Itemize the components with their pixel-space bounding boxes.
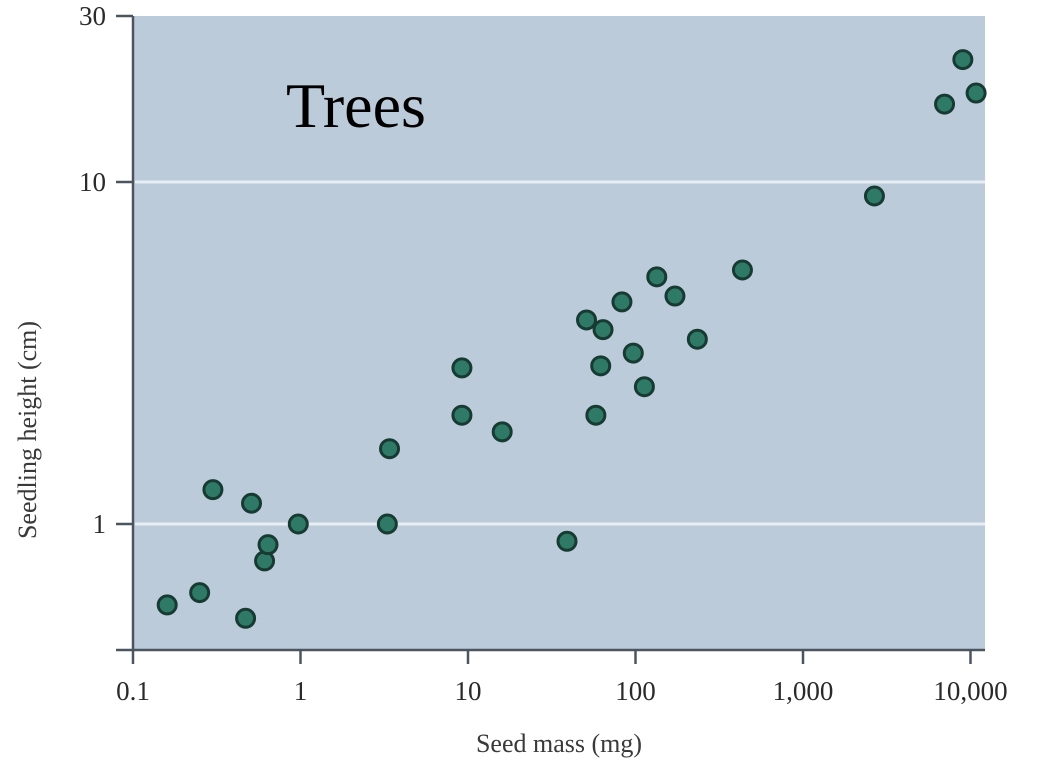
data-point bbox=[556, 530, 578, 552]
x-axis-ticks: 0.1 1 10 100 1,000 10,000 bbox=[116, 650, 1008, 706]
x-axis-title: Seed mass (mg) bbox=[476, 729, 642, 758]
data-point bbox=[287, 513, 309, 535]
data-point bbox=[633, 376, 655, 398]
data-point bbox=[491, 421, 513, 443]
data-point bbox=[686, 328, 708, 350]
data-point bbox=[379, 438, 401, 460]
data-point bbox=[965, 82, 987, 104]
data-point bbox=[611, 291, 633, 313]
data-point bbox=[934, 93, 956, 115]
x-tick-label: 10,000 bbox=[933, 676, 1007, 706]
data-point bbox=[257, 534, 279, 556]
data-points bbox=[156, 49, 987, 629]
data-point bbox=[189, 582, 211, 604]
data-point bbox=[863, 185, 885, 207]
data-point bbox=[646, 266, 668, 288]
y-tick-label: 10 bbox=[79, 167, 106, 197]
data-point bbox=[585, 404, 607, 426]
y-axis-ticks: 1 10 30 bbox=[79, 1, 133, 539]
data-point bbox=[156, 594, 178, 616]
data-point bbox=[952, 49, 974, 71]
x-tick-label: 1 bbox=[294, 676, 308, 706]
y-axis-title: Seedling height (cm) bbox=[13, 321, 42, 539]
data-point bbox=[235, 607, 257, 629]
y-tick-label: 30 bbox=[79, 1, 106, 31]
data-point bbox=[576, 309, 598, 331]
x-tick-label: 1,000 bbox=[773, 676, 834, 706]
data-point bbox=[622, 342, 644, 364]
data-point bbox=[451, 357, 473, 379]
x-tick-label: 0.1 bbox=[116, 676, 150, 706]
data-point bbox=[664, 285, 686, 307]
data-point bbox=[451, 404, 473, 426]
x-tick-label: 100 bbox=[615, 676, 656, 706]
y-tick-label: 1 bbox=[93, 509, 107, 539]
data-point bbox=[592, 319, 614, 341]
gridlines bbox=[135, 180, 985, 526]
data-point bbox=[376, 513, 398, 535]
data-point bbox=[590, 355, 612, 377]
x-tick-label: 10 bbox=[455, 676, 482, 706]
data-point bbox=[241, 492, 263, 514]
chart-title: Trees bbox=[286, 70, 426, 141]
data-point bbox=[202, 479, 224, 501]
data-point bbox=[731, 259, 753, 281]
